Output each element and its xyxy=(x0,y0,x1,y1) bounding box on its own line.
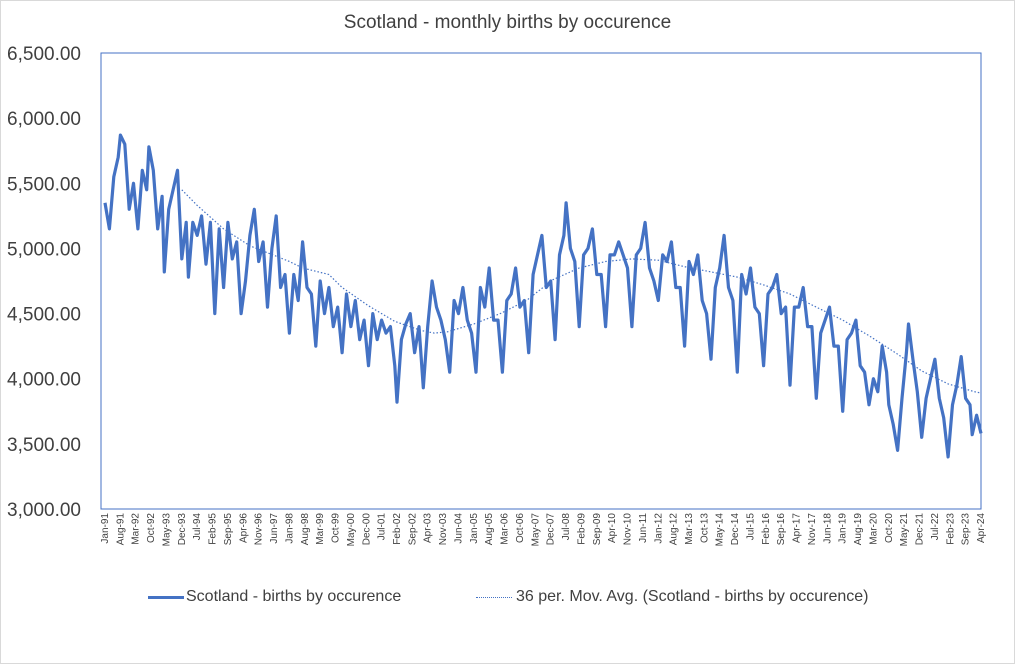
legend-swatch-dotted xyxy=(476,596,512,598)
x-tick-label: Feb-09 xyxy=(576,513,587,545)
x-tick-label: Mar-20 xyxy=(868,513,879,545)
y-tick-label: 3,000.00 xyxy=(7,500,81,521)
y-tick-label: 5,500.00 xyxy=(7,174,81,195)
x-tick-label: Jun-18 xyxy=(822,513,833,544)
x-tick-label: Apr-96 xyxy=(238,513,249,543)
y-axis-ticks: 3,000.00 3,500.00 4,000.00 4,500.00 5,000.00… xyxy=(7,44,81,521)
legend: Scotland - births by occurence 36 per. M… xyxy=(0,588,1015,612)
x-tick-label: Dec-93 xyxy=(177,513,188,546)
x-tick-label: Jun-04 xyxy=(453,513,464,544)
x-tick-label: Dec-00 xyxy=(361,513,372,546)
x-tick-label: Mar-99 xyxy=(315,513,326,545)
x-tick-label: Mar-92 xyxy=(131,513,142,545)
x-tick-label: Dec-21 xyxy=(915,513,926,546)
x-tick-label: Dec-07 xyxy=(546,513,557,546)
x-tick-label: Aug-19 xyxy=(853,513,864,546)
x-tick-label: Oct-92 xyxy=(146,513,157,543)
y-tick-label: 4,000.00 xyxy=(7,370,81,391)
legend-label-births: Scotland - births by occurence xyxy=(186,588,402,605)
x-tick-label: Jan-91 xyxy=(100,513,111,544)
x-tick-label: Aug-91 xyxy=(115,513,126,546)
x-tick-label: Sep-09 xyxy=(592,513,603,546)
x-tick-label: Sep-16 xyxy=(776,513,787,546)
series-layer xyxy=(103,133,983,459)
x-tick-label: Aug-98 xyxy=(300,513,311,546)
x-tick-label: Jan-12 xyxy=(653,513,664,544)
x-tick-label: Feb-02 xyxy=(392,513,403,545)
x-tick-label: Aug-12 xyxy=(669,513,680,546)
x-tick-label: Mar-13 xyxy=(684,513,695,545)
x-tick-label: Oct-06 xyxy=(515,513,526,543)
x-tick-label: Apr-10 xyxy=(607,513,618,543)
x-tick-label: Jun-11 xyxy=(638,513,649,543)
x-tick-label: Feb-23 xyxy=(945,513,956,545)
x-tick-label: Jan-98 xyxy=(284,513,295,544)
x-tick-label: Dec-14 xyxy=(730,513,741,546)
x-tick-label: Mar-06 xyxy=(500,513,511,545)
x-tick-label: May-14 xyxy=(715,513,726,547)
x-tick-label: Jun-97 xyxy=(269,513,280,544)
legend-label-moving-average: 36 per. Mov. Avg. (Scotland - births by … xyxy=(516,588,869,605)
x-tick-label: Jul-01 xyxy=(377,513,388,541)
y-tick-label: 6,000.00 xyxy=(7,109,81,130)
line-chart: 3,000.00 3,500.00 4,000.00 4,500.00 5,000.00… xyxy=(7,44,987,547)
x-tick-label: Sep-02 xyxy=(407,513,418,546)
plot-area xyxy=(100,52,982,510)
x-tick-label: Feb-95 xyxy=(208,513,219,545)
x-tick-label: Jul-94 xyxy=(192,513,203,541)
legend-item-moving-average: 36 per. Mov. Avg. (Scotland - births by … xyxy=(476,588,868,606)
x-tick-label: Jul-08 xyxy=(561,513,572,541)
series-line-moving-average xyxy=(181,189,982,394)
x-tick-label: Feb-16 xyxy=(761,513,772,545)
x-tick-label: Jan-19 xyxy=(838,513,849,544)
legend-swatch-solid xyxy=(148,595,184,599)
x-tick-label: Sep-95 xyxy=(223,513,234,546)
x-tick-label: Oct-20 xyxy=(884,513,895,543)
x-tick-label: Oct-99 xyxy=(331,513,342,543)
x-tick-label: Jul-22 xyxy=(930,513,941,541)
x-tick-label: Nov-10 xyxy=(623,513,634,546)
x-tick-label: Nov-96 xyxy=(254,513,265,546)
x-axis-ticks: Jan-91 Aug-91 Mar-92 Oct-92 May-93 Dec-93 Jul-… xyxy=(100,513,987,547)
x-tick-label: May-07 xyxy=(530,513,541,547)
y-tick-label: 3,500.00 xyxy=(7,435,81,456)
x-tick-label: Oct-13 xyxy=(699,513,710,543)
x-tick-label: Nov-03 xyxy=(438,513,449,546)
y-tick-label: 4,500.00 xyxy=(7,305,81,326)
x-tick-label: Jan-05 xyxy=(469,513,480,544)
x-tick-label: Sep-23 xyxy=(961,513,972,546)
x-tick-label: Apr-17 xyxy=(792,513,803,543)
x-tick-label: May-21 xyxy=(899,513,910,547)
series-line-births xyxy=(103,133,983,459)
x-tick-label: Aug-05 xyxy=(484,513,495,546)
x-tick-label: Apr-03 xyxy=(423,513,434,543)
x-tick-label: May-00 xyxy=(346,513,357,547)
x-tick-label: Apr-24 xyxy=(976,513,987,543)
legend-item-births: Scotland - births by occurence xyxy=(148,588,401,606)
x-tick-label: Nov-17 xyxy=(807,513,818,546)
x-tick-label: May-93 xyxy=(161,513,172,547)
y-tick-label: 5,000.00 xyxy=(7,239,81,260)
y-tick-label: 6,500.00 xyxy=(7,44,81,65)
chart-title: Scotland - monthly births by occurence xyxy=(343,12,672,33)
x-tick-label: Jul-15 xyxy=(745,513,756,541)
